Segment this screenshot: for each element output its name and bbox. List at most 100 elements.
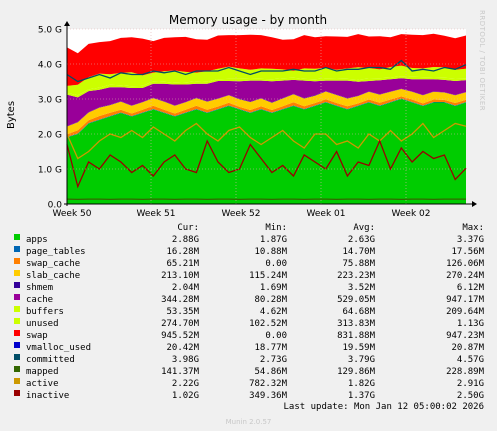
x-tick-label: Week 02	[392, 209, 431, 219]
legend-swatch	[14, 390, 20, 396]
legend-min: 2.73G	[259, 355, 287, 365]
legend-avg: 1.82G	[347, 379, 375, 389]
legend-table: Cur: Min: Avg: Max: apps 2.88G 1.87G 2.63G 3…	[0, 222, 497, 402]
legend-row: swap 945.52M 0.00 831.88M 947.23M	[0, 330, 497, 342]
legend-min: 349.36M	[249, 391, 287, 401]
legend-swatch	[14, 282, 20, 288]
legend-cur: 945.52M	[161, 331, 199, 341]
legend-cur: 2.04M	[171, 283, 199, 293]
legend-min: 102.52M	[249, 319, 287, 329]
legend-row: mapped 141.37M 54.86M 129.86M 228.89M	[0, 366, 497, 378]
legend-min: 0.00	[265, 331, 287, 341]
legend-avg: 19.59M	[342, 343, 375, 353]
area-swap	[67, 33, 466, 86]
area-buffers	[67, 76, 466, 98]
line-active	[66, 122, 467, 160]
legend-swatch	[14, 306, 20, 312]
legend-swatch	[14, 378, 20, 384]
legend-header: Cur: Min: Avg: Max:	[0, 222, 497, 234]
legend-row: unused 274.70M 102.52M 313.83M 1.13G	[0, 318, 497, 330]
grid-lines	[67, 28, 466, 204]
legend-min: 1.69M	[259, 283, 287, 293]
legend-avg: 223.23M	[337, 271, 375, 281]
legend-min: 782.32M	[249, 379, 287, 389]
legend-row: inactive 1.02G 349.36M 1.37G 2.50G	[0, 390, 497, 402]
legend-avg: 1.37G	[347, 391, 375, 401]
legend-max: 228.89M	[446, 367, 484, 377]
x-axis-arrow	[472, 201, 477, 207]
legend-max: 17.56M	[451, 247, 484, 257]
legend-cur: 274.70M	[161, 319, 199, 329]
legend-min: 0.00	[265, 259, 287, 269]
header-min: Min:	[265, 223, 287, 233]
series-lines	[66, 59, 467, 201]
y-tick-label: 4.0 G	[38, 61, 62, 71]
legend-name: shmem	[26, 283, 54, 293]
legend-name: mapped	[26, 367, 59, 377]
chart-title: Memory usage - by month	[169, 13, 327, 27]
legend-swatch	[14, 246, 20, 252]
legend-cur: 213.10M	[161, 271, 199, 281]
legend-min: 115.24M	[249, 271, 287, 281]
header-avg: Avg:	[353, 223, 375, 233]
legend-max: 4.57G	[456, 355, 484, 365]
area-apps	[67, 99, 466, 204]
legend-max: 947.17M	[446, 295, 484, 305]
legend-max: 2.50G	[456, 391, 484, 401]
x-tick-label: Week 52	[222, 209, 261, 219]
legend-rows: apps 2.88G 1.87G 2.63G 3.37G page_tables 16.28…	[0, 234, 497, 402]
memory-usage-chart: Memory usage - by month Bytes 0.0 1.0 G 2.…	[6, 13, 477, 219]
y-tick-label: 3.0 G	[38, 96, 62, 106]
legend-row: swap_cache 65.21M 0.00 75.88M 126.06M	[0, 258, 497, 270]
legend-row: shmem 2.04M 1.69M 3.52M 6.12M	[0, 282, 497, 294]
legend-name: vmalloc_used	[26, 343, 92, 353]
legend-name: cache	[26, 295, 54, 305]
legend-cur: 1.02G	[171, 391, 199, 401]
legend-max: 270.24M	[446, 271, 484, 281]
legend-cur: 3.98G	[171, 355, 199, 365]
stacked-areas	[67, 33, 466, 204]
legend-min: 54.86M	[254, 367, 287, 377]
legend-swatch	[14, 294, 20, 300]
legend-max: 3.37G	[456, 235, 484, 245]
legend-swatch	[14, 270, 20, 276]
header-cur: Cur:	[177, 223, 199, 233]
y-tick-label: 0.0	[48, 201, 63, 211]
x-tick-labels: Week 50 Week 51 Week 52 Week 01 Week 02	[53, 209, 431, 219]
legend-avg: 3.52M	[347, 283, 375, 293]
legend-name: apps	[26, 235, 48, 245]
area-slab-cache	[67, 89, 466, 135]
legend-cur: 20.42M	[166, 343, 199, 353]
legend-avg: 14.70M	[342, 247, 375, 257]
legend-cur: 2.22G	[171, 379, 199, 389]
legend-max: 2.91G	[456, 379, 484, 389]
area-cache	[67, 78, 466, 127]
legend-swatch	[14, 354, 20, 360]
x-tick-label: Week 50	[53, 209, 92, 219]
x-tick-label: Week 01	[307, 209, 346, 219]
legend-row: slab_cache 213.10M 115.24M 223.23M 270.24M	[0, 270, 497, 282]
legend-max: 947.23M	[446, 331, 484, 341]
legend-row: active 2.22G 782.32M 1.82G 2.91G	[0, 378, 497, 390]
legend-name: slab_cache	[26, 271, 81, 281]
legend-name: unused	[26, 319, 59, 329]
y-axis-label: Bytes	[6, 101, 17, 129]
legend-avg: 129.86M	[337, 367, 375, 377]
legend-row: committed 3.98G 2.73G 3.79G 4.57G	[0, 354, 497, 366]
legend-cur: 16.28M	[166, 247, 199, 257]
legend-swatch	[14, 318, 20, 324]
y-tick-label: 1.0 G	[38, 166, 62, 176]
last-update: Last update: Mon Jan 12 05:00:02 2026	[283, 402, 484, 412]
legend-name: inactive	[26, 391, 70, 401]
x-tick-label: Week 51	[137, 209, 176, 219]
legend-row: cache 344.28M 80.28M 529.05M 947.17M	[0, 294, 497, 306]
area-unused	[67, 65, 466, 96]
header-max: Max:	[462, 223, 484, 233]
legend-name: swap	[26, 331, 48, 341]
legend-min: 4.62M	[259, 307, 287, 317]
legend-name: active	[26, 379, 59, 389]
legend-cur: 344.28M	[161, 295, 199, 305]
legend-min: 10.88M	[254, 247, 287, 257]
legend-swatch	[14, 366, 20, 372]
legend-max: 209.64M	[446, 307, 484, 317]
